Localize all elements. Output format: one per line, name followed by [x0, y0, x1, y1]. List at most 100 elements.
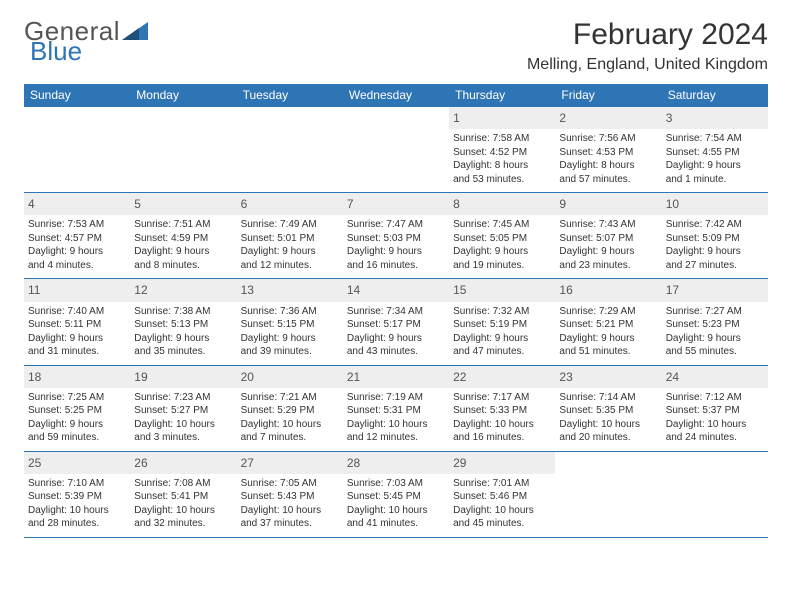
- day-number: 14: [343, 279, 449, 301]
- daylight-text: Daylight: 10 hours: [347, 418, 445, 432]
- daylight-text: Daylight: 10 hours: [134, 504, 232, 518]
- daylight-text: and 57 minutes.: [559, 173, 657, 187]
- daylight-text: and 55 minutes.: [666, 345, 764, 359]
- sunset-text: Sunset: 5:45 PM: [347, 490, 445, 504]
- sunset-text: Sunset: 5:23 PM: [666, 318, 764, 332]
- daylight-text: Daylight: 10 hours: [134, 418, 232, 432]
- sunrise-text: Sunrise: 7:08 AM: [134, 477, 232, 491]
- daylight-text: and 28 minutes.: [28, 517, 126, 531]
- calendar-day-cell: 14Sunrise: 7:34 AMSunset: 5:17 PMDayligh…: [343, 279, 449, 365]
- calendar-table: Sunday Monday Tuesday Wednesday Thursday…: [24, 84, 768, 538]
- day-header: Monday: [130, 84, 236, 107]
- day-header: Sunday: [24, 84, 130, 107]
- day-header: Friday: [555, 84, 661, 107]
- day-number: 5: [130, 193, 236, 215]
- sunrise-text: Sunrise: 7:40 AM: [28, 305, 126, 319]
- daylight-text: Daylight: 9 hours: [28, 418, 126, 432]
- daylight-text: and 37 minutes.: [241, 517, 339, 531]
- calendar-title: February 2024: [527, 18, 768, 52]
- daylight-text: and 12 minutes.: [241, 259, 339, 273]
- title-block: February 2024 Melling, England, United K…: [527, 18, 768, 74]
- sunrise-text: Sunrise: 7:45 AM: [453, 218, 551, 232]
- daylight-text: Daylight: 9 hours: [347, 245, 445, 259]
- day-number: 8: [449, 193, 555, 215]
- sunrise-text: Sunrise: 7:01 AM: [453, 477, 551, 491]
- day-number: 19: [130, 366, 236, 388]
- calendar-day-cell: 3Sunrise: 7:54 AMSunset: 4:55 PMDaylight…: [662, 107, 768, 193]
- calendar-day-cell: 11Sunrise: 7:40 AMSunset: 5:11 PMDayligh…: [24, 279, 130, 365]
- sunset-text: Sunset: 5:27 PM: [134, 404, 232, 418]
- day-number: 4: [24, 193, 130, 215]
- day-header: Tuesday: [237, 84, 343, 107]
- daylight-text: and 31 minutes.: [28, 345, 126, 359]
- day-number: 13: [237, 279, 343, 301]
- sunrise-text: Sunrise: 7:54 AM: [666, 132, 764, 146]
- daylight-text: and 3 minutes.: [134, 431, 232, 445]
- day-number: 20: [237, 366, 343, 388]
- daylight-text: and 12 minutes.: [347, 431, 445, 445]
- daylight-text: and 47 minutes.: [453, 345, 551, 359]
- calendar-day-cell: 19Sunrise: 7:23 AMSunset: 5:27 PMDayligh…: [130, 365, 236, 451]
- daylight-text: Daylight: 10 hours: [453, 418, 551, 432]
- calendar-day-cell: 15Sunrise: 7:32 AMSunset: 5:19 PMDayligh…: [449, 279, 555, 365]
- sunset-text: Sunset: 5:09 PM: [666, 232, 764, 246]
- daylight-text: and 32 minutes.: [134, 517, 232, 531]
- calendar-day-cell: [555, 451, 661, 537]
- daylight-text: Daylight: 9 hours: [453, 332, 551, 346]
- daylight-text: and 1 minute.: [666, 173, 764, 187]
- day-number: 10: [662, 193, 768, 215]
- day-number: 3: [662, 107, 768, 129]
- day-header-row: Sunday Monday Tuesday Wednesday Thursday…: [24, 84, 768, 107]
- sunset-text: Sunset: 5:19 PM: [453, 318, 551, 332]
- daylight-text: Daylight: 9 hours: [453, 245, 551, 259]
- day-number: 26: [130, 452, 236, 474]
- brand-text-2: Blue: [30, 38, 148, 64]
- calendar-week-row: 11Sunrise: 7:40 AMSunset: 5:11 PMDayligh…: [24, 279, 768, 365]
- calendar-day-cell: 26Sunrise: 7:08 AMSunset: 5:41 PMDayligh…: [130, 451, 236, 537]
- sunrise-text: Sunrise: 7:43 AM: [559, 218, 657, 232]
- calendar-day-cell: 27Sunrise: 7:05 AMSunset: 5:43 PMDayligh…: [237, 451, 343, 537]
- daylight-text: and 59 minutes.: [28, 431, 126, 445]
- daylight-text: Daylight: 9 hours: [559, 245, 657, 259]
- daylight-text: Daylight: 9 hours: [134, 245, 232, 259]
- day-number: 24: [662, 366, 768, 388]
- sunrise-text: Sunrise: 7:14 AM: [559, 391, 657, 405]
- sunrise-text: Sunrise: 7:58 AM: [453, 132, 551, 146]
- sunset-text: Sunset: 5:43 PM: [241, 490, 339, 504]
- daylight-text: Daylight: 9 hours: [559, 332, 657, 346]
- calendar-day-cell: 10Sunrise: 7:42 AMSunset: 5:09 PMDayligh…: [662, 193, 768, 279]
- calendar-day-cell: 5Sunrise: 7:51 AMSunset: 4:59 PMDaylight…: [130, 193, 236, 279]
- daylight-text: Daylight: 9 hours: [28, 332, 126, 346]
- calendar-day-cell: 17Sunrise: 7:27 AMSunset: 5:23 PMDayligh…: [662, 279, 768, 365]
- daylight-text: Daylight: 10 hours: [28, 504, 126, 518]
- sunrise-text: Sunrise: 7:32 AM: [453, 305, 551, 319]
- daylight-text: and 8 minutes.: [134, 259, 232, 273]
- sunset-text: Sunset: 5:31 PM: [347, 404, 445, 418]
- calendar-day-cell: 16Sunrise: 7:29 AMSunset: 5:21 PMDayligh…: [555, 279, 661, 365]
- calendar-day-cell: 2Sunrise: 7:56 AMSunset: 4:53 PMDaylight…: [555, 107, 661, 193]
- sunset-text: Sunset: 5:46 PM: [453, 490, 551, 504]
- sunset-text: Sunset: 5:11 PM: [28, 318, 126, 332]
- sunset-text: Sunset: 4:55 PM: [666, 146, 764, 160]
- daylight-text: Daylight: 9 hours: [666, 332, 764, 346]
- calendar-week-row: 18Sunrise: 7:25 AMSunset: 5:25 PMDayligh…: [24, 365, 768, 451]
- daylight-text: and 39 minutes.: [241, 345, 339, 359]
- daylight-text: and 27 minutes.: [666, 259, 764, 273]
- calendar-day-cell: 24Sunrise: 7:12 AMSunset: 5:37 PMDayligh…: [662, 365, 768, 451]
- brand-logo: General Blue: [24, 18, 148, 64]
- daylight-text: Daylight: 8 hours: [559, 159, 657, 173]
- calendar-day-cell: 22Sunrise: 7:17 AMSunset: 5:33 PMDayligh…: [449, 365, 555, 451]
- calendar-day-cell: [343, 107, 449, 193]
- sunset-text: Sunset: 5:15 PM: [241, 318, 339, 332]
- calendar-week-row: 1Sunrise: 7:58 AMSunset: 4:52 PMDaylight…: [24, 107, 768, 193]
- calendar-day-cell: 6Sunrise: 7:49 AMSunset: 5:01 PMDaylight…: [237, 193, 343, 279]
- daylight-text: and 51 minutes.: [559, 345, 657, 359]
- calendar-location: Melling, England, United Kingdom: [527, 56, 768, 74]
- sunrise-text: Sunrise: 7:38 AM: [134, 305, 232, 319]
- sunset-text: Sunset: 5:13 PM: [134, 318, 232, 332]
- sunrise-text: Sunrise: 7:29 AM: [559, 305, 657, 319]
- daylight-text: and 4 minutes.: [28, 259, 126, 273]
- sunrise-text: Sunrise: 7:49 AM: [241, 218, 339, 232]
- sunset-text: Sunset: 5:39 PM: [28, 490, 126, 504]
- sunrise-text: Sunrise: 7:12 AM: [666, 391, 764, 405]
